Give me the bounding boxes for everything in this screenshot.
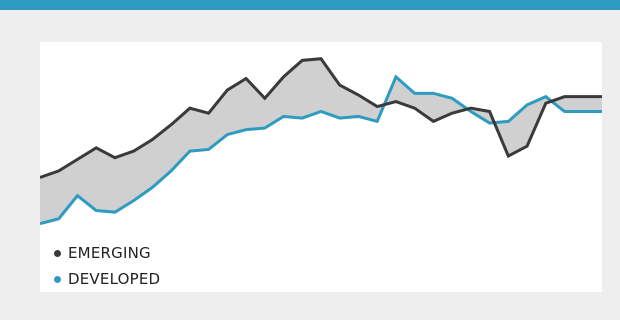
chart-legend: EMERGING DEVELOPED: [54, 240, 160, 292]
legend-item-emerging: EMERGING: [54, 240, 160, 266]
legend-label-developed: DEVELOPED: [68, 270, 161, 288]
line-chart: [40, 57, 602, 226]
legend-item-developed: DEVELOPED: [54, 266, 160, 292]
legend-dot-emerging: [54, 249, 61, 257]
legend-dot-developed: [54, 275, 61, 283]
series-line-emerging: [40, 57, 602, 179]
series-gap-fill: [40, 58, 602, 224]
chart-card: EMERGING DEVELOPED: [40, 42, 602, 292]
legend-label-emerging: EMERGING: [68, 244, 151, 262]
series-lines: [40, 57, 602, 226]
accent-top-bar: [0, 0, 620, 10]
series-line-developed: [40, 74, 602, 226]
